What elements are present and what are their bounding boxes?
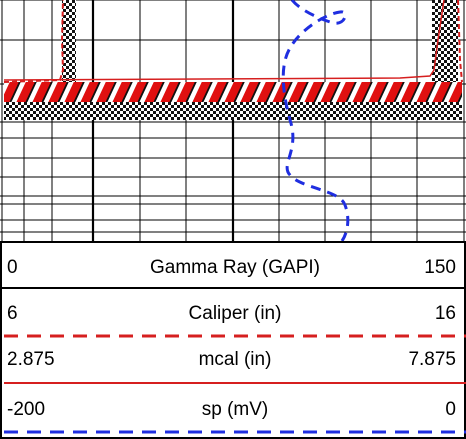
legend-row-caliper: 6 Caliper (in) 16 — [0, 289, 466, 339]
curve-legend: 0 Gamma Ray (GAPI) 150 6 Caliper (in) 16… — [0, 241, 466, 439]
checker-column-right — [432, 0, 458, 82]
sp-min: -200 — [7, 399, 46, 420]
mcal-line-swatch — [4, 382, 466, 384]
legend-row-gamma: 0 Gamma Ray (GAPI) 150 — [0, 241, 466, 289]
caliper-label: Caliper (in) — [188, 303, 282, 324]
sp-line-swatch — [4, 430, 466, 434]
log-track — [0, 0, 466, 242]
gamma-min: 0 — [7, 257, 18, 278]
sp-curve — [281, 0, 350, 242]
caliper-max: 16 — [434, 303, 456, 324]
mcal-max: 7.875 — [408, 349, 456, 370]
caliper-curve-left — [3, 0, 65, 83]
legend-row-sp: -200 sp (mV) 0 — [0, 387, 466, 439]
hatched-band — [4, 82, 462, 102]
gamma-label: Gamma Ray (GAPI) — [150, 257, 320, 278]
log-curves — [3, 0, 463, 242]
gamma-max: 150 — [424, 257, 456, 278]
sp-max: 0 — [445, 399, 456, 420]
caliper-min: 6 — [7, 303, 18, 324]
checker-band — [4, 102, 462, 120]
checker-column-left — [62, 0, 76, 82]
log-track-plot — [0, 0, 466, 242]
caliper-line-swatch — [4, 334, 466, 338]
caliper-curve-right — [457, 0, 463, 83]
legend-row-mcal: 2.875 mcal (in) 7.875 — [0, 339, 466, 387]
mcal-curve — [3, 0, 445, 81]
mcal-label: mcal (in) — [198, 349, 272, 370]
sp-label: sp (mV) — [201, 399, 269, 420]
lithology-fill — [4, 0, 462, 120]
mcal-min: 2.875 — [7, 349, 55, 370]
